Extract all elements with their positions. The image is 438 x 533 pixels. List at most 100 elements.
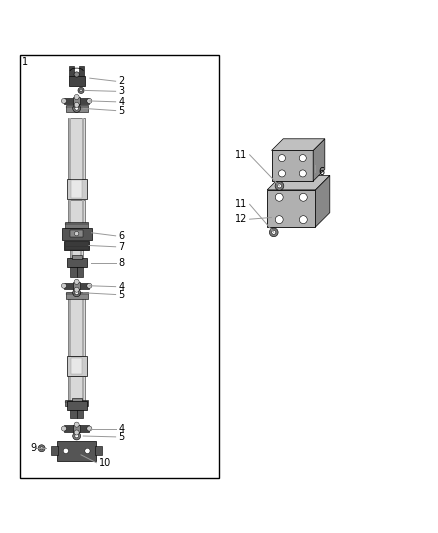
Bar — [66, 292, 88, 299]
Text: 6: 6 — [318, 167, 324, 177]
Bar — [64, 241, 89, 251]
Circle shape — [78, 87, 84, 93]
Bar — [72, 255, 81, 259]
Circle shape — [275, 193, 283, 201]
Bar — [73, 98, 80, 104]
Circle shape — [73, 432, 81, 440]
Text: 5: 5 — [118, 106, 124, 116]
Bar — [77, 409, 83, 418]
Circle shape — [74, 422, 79, 427]
Bar — [79, 66, 84, 76]
Bar — [69, 296, 71, 356]
Text: 7: 7 — [118, 242, 124, 252]
Circle shape — [74, 430, 79, 435]
Circle shape — [74, 102, 79, 108]
Bar — [71, 358, 82, 374]
Circle shape — [74, 231, 79, 236]
Circle shape — [87, 426, 92, 431]
Polygon shape — [267, 175, 330, 190]
Bar — [64, 425, 89, 432]
Bar — [67, 258, 87, 268]
Circle shape — [87, 283, 92, 288]
Text: 5: 5 — [118, 289, 124, 300]
Circle shape — [61, 283, 67, 288]
Bar — [69, 200, 71, 223]
Bar — [67, 179, 87, 199]
Circle shape — [61, 99, 67, 103]
Text: 11: 11 — [235, 199, 247, 209]
Circle shape — [75, 291, 78, 295]
Circle shape — [75, 107, 78, 110]
Text: 2: 2 — [118, 76, 124, 86]
Bar — [69, 76, 85, 86]
Bar — [51, 446, 58, 455]
Circle shape — [275, 182, 284, 190]
Text: 6: 6 — [118, 231, 124, 241]
Text: 5: 5 — [118, 432, 124, 442]
Text: 10: 10 — [99, 458, 111, 468]
Bar — [73, 282, 80, 289]
Circle shape — [275, 216, 283, 223]
Bar — [64, 282, 89, 289]
Bar — [57, 441, 96, 461]
Polygon shape — [272, 139, 325, 150]
Bar — [81, 251, 82, 258]
Circle shape — [269, 228, 278, 237]
Text: 4: 4 — [118, 424, 124, 433]
Circle shape — [73, 104, 81, 112]
Text: 9: 9 — [31, 443, 37, 453]
Bar — [68, 376, 85, 401]
Bar — [77, 266, 83, 277]
Circle shape — [74, 279, 79, 284]
Circle shape — [75, 434, 78, 438]
Bar — [71, 251, 73, 258]
Bar — [69, 66, 74, 76]
Polygon shape — [313, 139, 325, 181]
Text: 3: 3 — [118, 86, 124, 96]
Circle shape — [299, 216, 307, 223]
Text: 11: 11 — [235, 150, 247, 160]
Bar — [65, 222, 88, 229]
Bar — [68, 200, 85, 223]
Bar — [267, 190, 315, 227]
Bar — [66, 106, 88, 112]
Bar — [68, 296, 85, 356]
Circle shape — [278, 184, 281, 188]
Circle shape — [74, 94, 79, 100]
Bar — [70, 230, 83, 237]
Circle shape — [40, 447, 43, 450]
Circle shape — [61, 426, 67, 431]
Bar — [65, 400, 88, 406]
Bar — [62, 228, 92, 240]
Circle shape — [74, 287, 79, 292]
Bar — [64, 98, 89, 104]
Bar — [71, 409, 77, 418]
Bar — [82, 296, 84, 356]
Bar — [82, 118, 84, 179]
Circle shape — [73, 289, 81, 297]
Bar — [71, 181, 82, 198]
Bar — [68, 118, 85, 179]
Bar — [67, 401, 87, 410]
Text: 4: 4 — [118, 281, 124, 292]
Circle shape — [272, 230, 276, 235]
Circle shape — [38, 445, 45, 452]
Text: 8: 8 — [118, 258, 124, 268]
Circle shape — [279, 170, 286, 177]
Bar — [20, 55, 219, 478]
Bar — [69, 376, 71, 401]
Circle shape — [80, 89, 82, 92]
Circle shape — [63, 448, 68, 454]
Circle shape — [74, 72, 79, 77]
Text: 4: 4 — [118, 97, 124, 107]
Bar — [82, 200, 84, 223]
Bar — [82, 376, 84, 401]
Bar — [69, 118, 71, 179]
Circle shape — [299, 170, 306, 177]
Bar — [72, 398, 81, 401]
Bar — [73, 425, 80, 432]
Polygon shape — [315, 175, 330, 227]
Circle shape — [299, 193, 307, 201]
Bar — [71, 266, 77, 277]
Bar — [71, 251, 83, 258]
